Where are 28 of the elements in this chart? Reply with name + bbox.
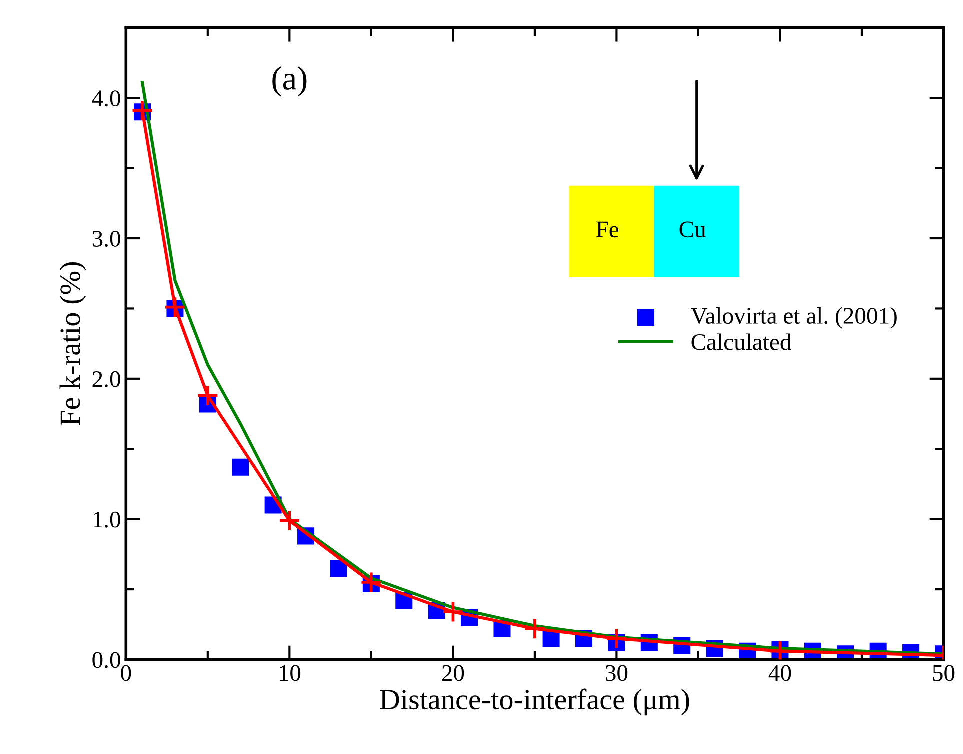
annotation: Fe <box>596 222 619 238</box>
y-tick-label: 1.0 <box>94 512 120 528</box>
legend-label: Valovirta et al. (2001) <box>691 307 897 329</box>
x-tick-label: 50 <box>933 665 955 682</box>
y-tick-label: 2.0 <box>92 371 120 388</box>
x-tick-label: 40 <box>768 665 792 682</box>
point <box>360 571 383 594</box>
y-tick-label: 3.0 <box>92 231 120 248</box>
point <box>442 600 464 624</box>
point <box>330 560 348 577</box>
point <box>164 296 186 318</box>
x-tick-label: 10 <box>280 665 301 682</box>
annotation: Cu <box>680 222 706 238</box>
y-tick-label: 4.0 <box>92 90 120 107</box>
y-tick-label: 0.0 <box>92 652 120 668</box>
point <box>524 618 546 640</box>
x-tick-label: 0 <box>121 665 132 682</box>
point <box>606 628 628 650</box>
y-axis-title: Fe k-ratio (%) <box>60 262 86 426</box>
point <box>131 100 154 122</box>
x-axis-title: Distance-to-interface (μm) <box>380 688 690 716</box>
annotation: (a) <box>272 66 307 97</box>
point <box>278 510 301 532</box>
point <box>232 458 250 476</box>
x-tick-label: 30 <box>606 665 628 682</box>
legend-label: Calculated <box>692 334 792 350</box>
x-tick-label: 20 <box>442 665 464 682</box>
point <box>196 384 220 407</box>
